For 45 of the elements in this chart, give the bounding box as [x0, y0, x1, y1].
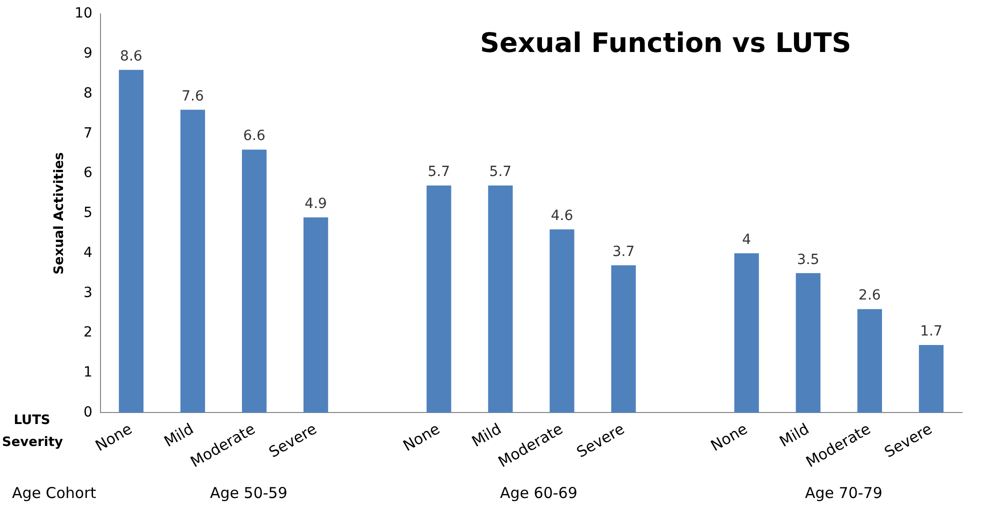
bar [304, 217, 328, 413]
bar [796, 273, 820, 413]
y-tick-label: 5 [83, 205, 92, 222]
data-label: 6.6 [243, 128, 266, 144]
data-label: 7.6 [182, 88, 204, 104]
text: Age 50-59 [210, 484, 288, 502]
y-tick-label: 7 [83, 125, 92, 142]
bar [180, 110, 206, 413]
y-axis-title: Sexual Activities [52, 152, 68, 274]
data-label: 3.5 [797, 252, 820, 268]
y-tick-label: 2 [83, 324, 92, 341]
x-tick-label: None [92, 420, 136, 455]
data-label: 1.7 [920, 324, 942, 340]
bar [550, 229, 574, 413]
bar [242, 150, 267, 413]
data-label: 2.6 [858, 288, 881, 304]
bar [734, 253, 759, 413]
y-tick-label: 3 [83, 284, 92, 301]
y-tick-label: 8 [83, 85, 92, 102]
bar [426, 185, 452, 413]
text: Sexual Function vs LUTS [480, 28, 852, 59]
text: LUTS Severity [2, 412, 64, 452]
bar [918, 344, 944, 413]
data-label: 5.7 [428, 164, 450, 180]
bar [118, 70, 144, 413]
y-tick-label: 9 [83, 46, 92, 62]
y-tick-label: 0 [83, 404, 92, 420]
x-tick-label: None [400, 420, 443, 455]
data-label: 3.7 [612, 244, 635, 260]
text: Age 70-79 [805, 484, 882, 502]
data-label: 4.9 [304, 196, 327, 212]
bar [857, 309, 882, 413]
bar [488, 185, 513, 413]
x-tick-label: None [708, 420, 751, 455]
data-label: 4.6 [550, 208, 574, 224]
y-tick-label: 1 [83, 364, 92, 381]
bar [611, 265, 636, 413]
text: Age Cohort [12, 484, 96, 502]
data-label: 5.7 [489, 164, 512, 180]
data-label: 4 [742, 232, 752, 248]
data-label: 8.6 [120, 48, 142, 64]
y-tick-label: 4 [83, 244, 92, 261]
text: Age 60-69 [500, 484, 578, 502]
y-tick-label: 10 [74, 6, 92, 22]
y-tick-label: 6 [83, 165, 92, 182]
